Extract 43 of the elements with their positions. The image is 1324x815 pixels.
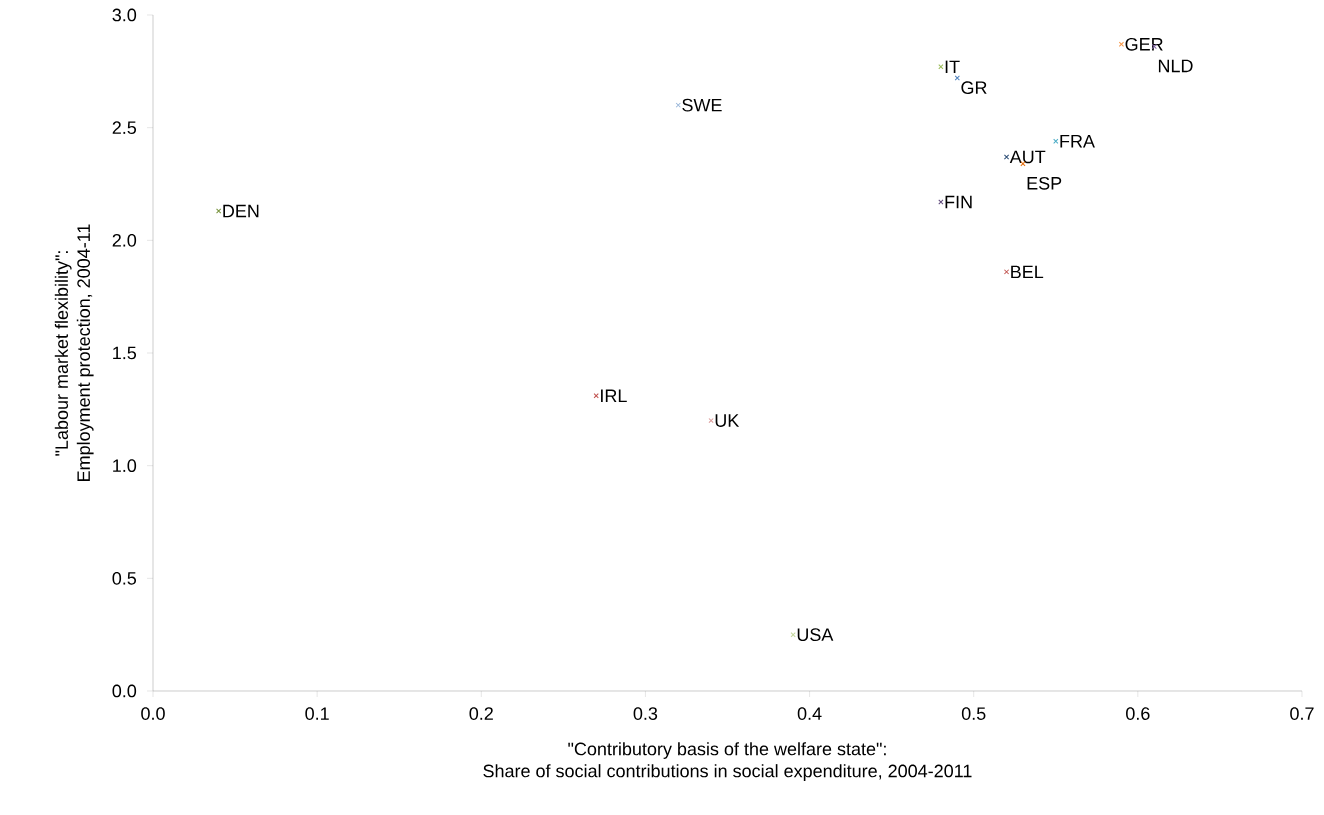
x-tick-label: 0.4 <box>797 707 822 720</box>
series-label: FIN <box>945 195 972 209</box>
y-axis-title: "Labour market flexibility": Employment protection, 2004-11 <box>54 224 94 481</box>
y-tick-label: 2.5 <box>112 121 137 135</box>
x-tick-label: 0.2 <box>469 707 493 720</box>
point <box>1003 154 1010 160</box>
x-tick-label: 0.5 <box>961 707 986 720</box>
x-tick-label: 0.3 <box>633 707 658 720</box>
point <box>954 75 960 81</box>
series-label: GER <box>1125 37 1163 51</box>
series-label: DEN <box>223 204 259 218</box>
x-axis-title: "Contributory basis of the welfare state": Share of social contributions in social expenditure, 2004-2011 <box>483 742 972 781</box>
series-label: SWE <box>682 98 722 112</box>
point <box>216 208 222 214</box>
y-tick-label: 1.0 <box>113 459 137 473</box>
series-label: USA <box>797 628 834 642</box>
point <box>938 199 944 205</box>
series-label: GR <box>961 81 987 95</box>
point <box>938 64 944 70</box>
y-tick-label: 0.5 <box>112 571 137 585</box>
series-label: IRL <box>601 389 627 402</box>
series-label: FRA <box>1060 134 1095 148</box>
point <box>1118 41 1125 47</box>
series-label: ESP <box>1027 176 1062 190</box>
point <box>593 393 599 399</box>
point <box>1003 269 1010 275</box>
x-tick-label: 0.7 <box>1290 707 1314 720</box>
series-label: AUT <box>1009 150 1046 164</box>
point <box>1053 138 1059 144</box>
y-tick-label: 1.5 <box>113 346 137 360</box>
x-tick-label: 0.1 <box>305 707 329 720</box>
x-tick-label: 0.6 <box>1126 707 1150 720</box>
y-tick-label: 0.0 <box>112 684 137 698</box>
y-tick-label: 2.0 <box>112 233 137 247</box>
series-label: NLD <box>1158 59 1193 73</box>
y-tick-label: 3.0 <box>112 8 137 22</box>
x-tick-label: 0.0 <box>141 707 165 720</box>
series-label: BEL <box>1011 265 1044 279</box>
series-label: UK <box>715 414 740 427</box>
point <box>675 102 681 108</box>
point <box>790 632 796 638</box>
series-label: IT <box>945 60 960 74</box>
point <box>708 417 714 424</box>
